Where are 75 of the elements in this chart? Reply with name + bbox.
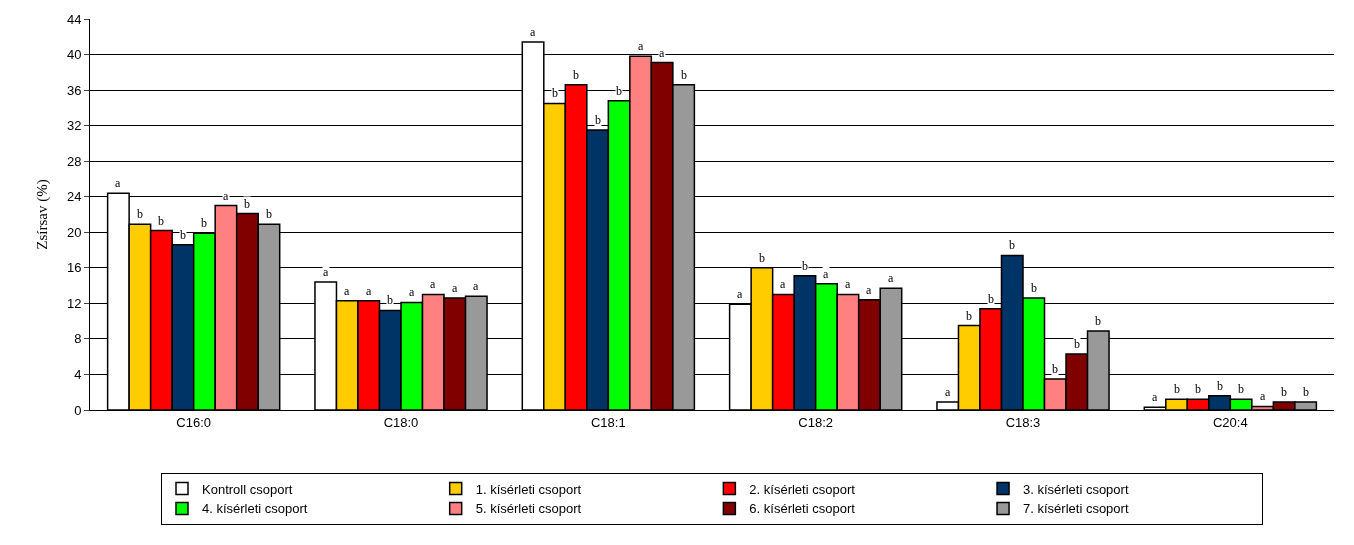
y-tick-label: 4 xyxy=(74,367,82,382)
data-label: b xyxy=(244,197,250,211)
data-label: b xyxy=(1009,238,1015,252)
data-label: b xyxy=(1281,385,1287,399)
data-label: a xyxy=(945,385,951,399)
legend-label: 2. kísérleti csoport xyxy=(749,481,856,497)
y-tick-label: 20 xyxy=(66,224,82,240)
data-label: a xyxy=(530,25,536,39)
data-label: b xyxy=(1052,362,1058,376)
data-label: a xyxy=(323,265,329,279)
data-label: b xyxy=(1031,281,1037,295)
x-tick-label: C18:1 xyxy=(590,414,626,430)
data-label: a xyxy=(430,277,436,291)
y-tick-label: 24 xyxy=(66,189,82,205)
y-tick-label: 32 xyxy=(66,118,82,134)
data-label: b xyxy=(266,207,272,221)
x-tick-label: C20:4 xyxy=(1212,414,1248,430)
data-label: b xyxy=(966,309,972,323)
y-axis-title: Zsírsav (%) xyxy=(34,179,52,250)
y-tick-label: 16 xyxy=(66,260,82,276)
data-label: b xyxy=(201,216,207,230)
legend-label: Kontroll csoport xyxy=(202,481,293,497)
data-label: b xyxy=(158,214,164,228)
data-label: a xyxy=(780,277,786,291)
legend-label: 5. kísérleti csoport xyxy=(475,501,582,517)
data-label: a xyxy=(845,277,851,291)
data-label: a xyxy=(638,39,644,53)
data-label: b xyxy=(387,293,393,307)
data-label: a xyxy=(115,176,121,190)
data-label: a xyxy=(737,287,743,301)
data-label: b xyxy=(137,207,143,221)
data-label: b xyxy=(1195,382,1201,396)
x-tick-label: C18:2 xyxy=(798,414,834,430)
y-tick-label: 44 xyxy=(66,11,82,27)
legend-label: 6. kísérleti csoport xyxy=(749,501,856,517)
data-label: b xyxy=(1238,382,1244,396)
data-label: a xyxy=(823,267,829,281)
data-label: b xyxy=(1217,379,1223,393)
data-label: a xyxy=(473,279,479,293)
data-label: b xyxy=(1095,314,1101,328)
data-label: a xyxy=(409,285,415,299)
x-tick-label: C18:0 xyxy=(383,414,419,430)
data-label: a xyxy=(452,281,458,295)
y-tick-label: 36 xyxy=(66,82,82,98)
legend-label: 3. kísérleti csoport xyxy=(1023,481,1129,497)
data-label: b xyxy=(681,68,687,82)
data-label: a xyxy=(1260,389,1266,403)
data-label: b xyxy=(552,86,558,100)
data-label: b xyxy=(595,113,601,127)
x-tick-label: C16:0 xyxy=(176,414,212,430)
data-label: a xyxy=(659,46,665,60)
data-label: b xyxy=(1303,385,1309,399)
data-label: a xyxy=(888,271,894,285)
data-label: a xyxy=(366,284,372,298)
legend-label: 1. kísérleti csoport xyxy=(475,481,582,497)
data-label: b xyxy=(802,259,808,273)
y-tick-label: 0 xyxy=(74,402,82,418)
y-tick-label: 8 xyxy=(74,331,82,347)
data-label: b xyxy=(180,228,186,242)
data-label: b xyxy=(1174,382,1180,396)
data-label: a xyxy=(223,189,229,203)
data-label: a xyxy=(866,283,872,297)
data-label: b xyxy=(988,292,994,306)
legend-label: 7. kísérleti csoport xyxy=(1023,501,1129,517)
data-label: a xyxy=(1152,390,1158,404)
y-tick-label: 28 xyxy=(66,153,82,169)
data-label: a xyxy=(344,284,350,298)
data-label: b xyxy=(573,68,579,82)
data-label: b xyxy=(1074,337,1080,351)
data-label: b xyxy=(616,84,622,98)
legend-label: 4. kísérleti csoport xyxy=(202,501,308,517)
data-label: b xyxy=(759,251,765,265)
y-tick-label: 12 xyxy=(66,295,82,311)
y-tick-label: 40 xyxy=(66,47,82,63)
x-tick-label: C18:3 xyxy=(1005,414,1041,430)
